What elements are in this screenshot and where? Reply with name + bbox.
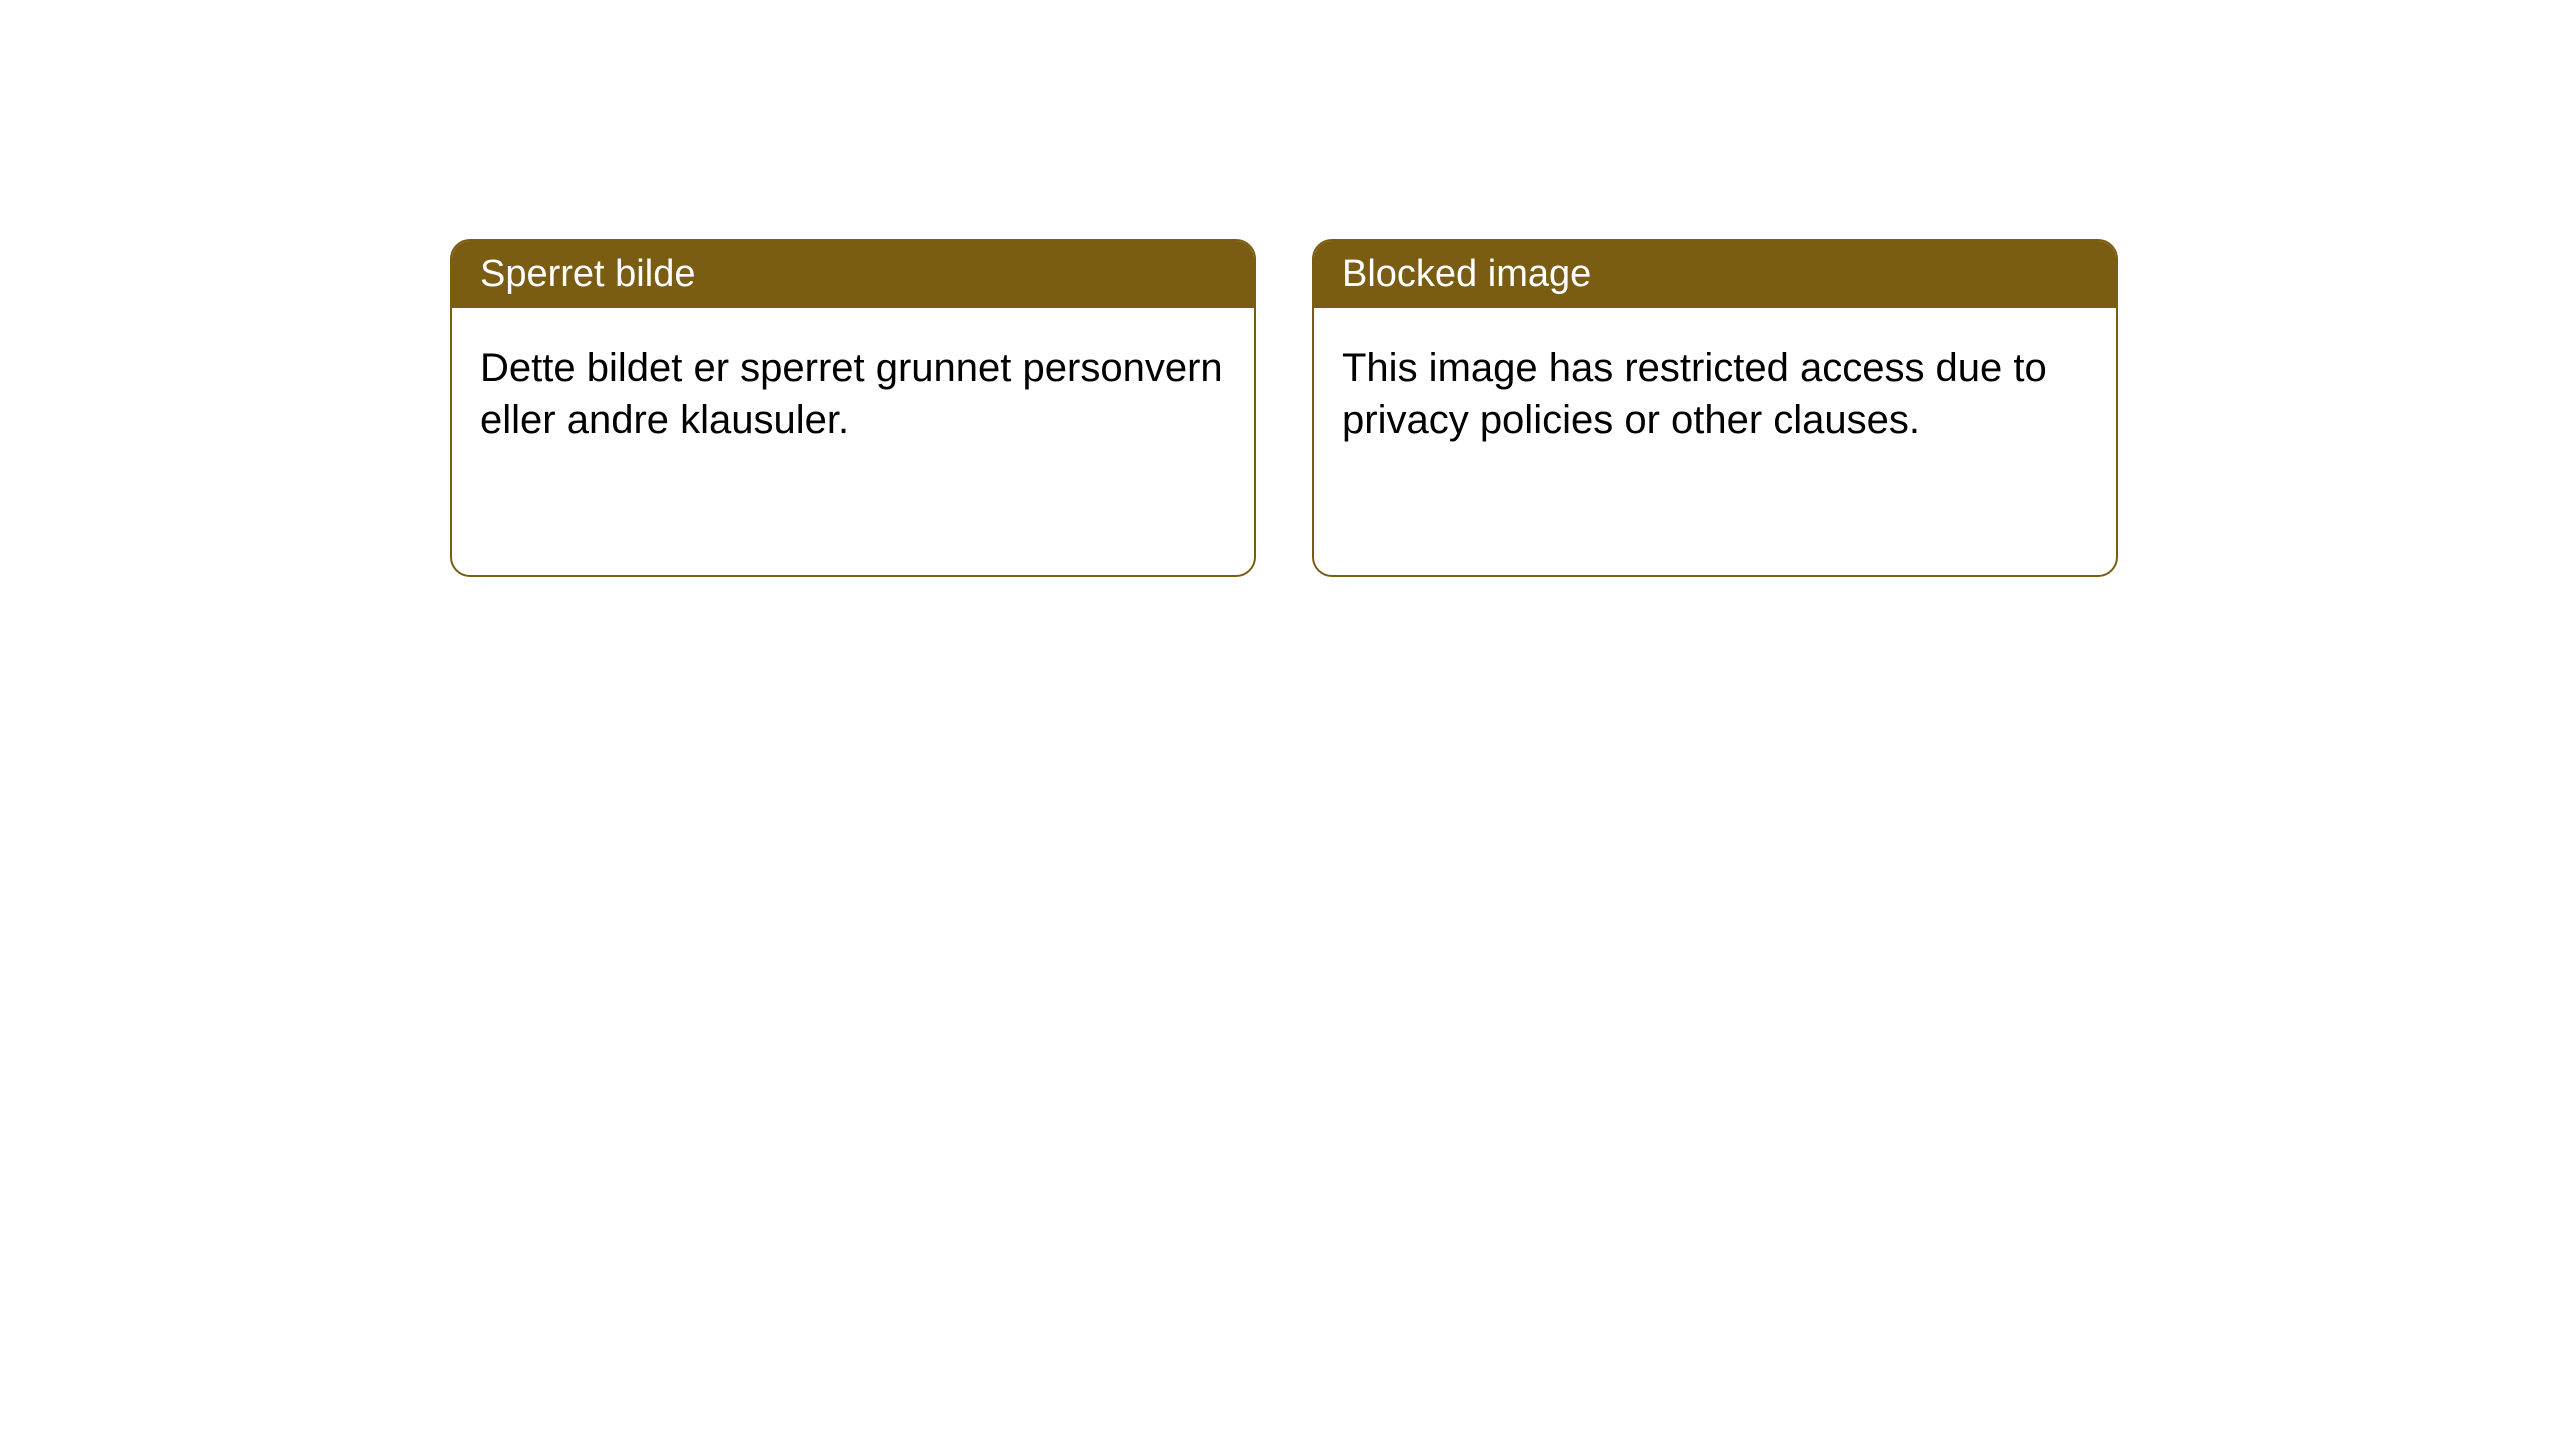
card-header: Blocked image	[1314, 241, 2116, 308]
card-body: Dette bildet er sperret grunnet personve…	[452, 308, 1254, 480]
card-title: Sperret bilde	[480, 253, 695, 295]
card-body-text: Dette bildet er sperret grunnet personve…	[480, 346, 1223, 442]
card-header: Sperret bilde	[452, 241, 1254, 308]
notice-card-english: Blocked image This image has restricted …	[1312, 239, 2118, 577]
notice-cards-container: Sperret bilde Dette bildet er sperret gr…	[0, 0, 2560, 577]
card-body-text: This image has restricted access due to …	[1342, 346, 2047, 442]
card-title: Blocked image	[1342, 253, 1591, 295]
card-body: This image has restricted access due to …	[1314, 308, 2116, 480]
notice-card-norwegian: Sperret bilde Dette bildet er sperret gr…	[450, 239, 1256, 577]
